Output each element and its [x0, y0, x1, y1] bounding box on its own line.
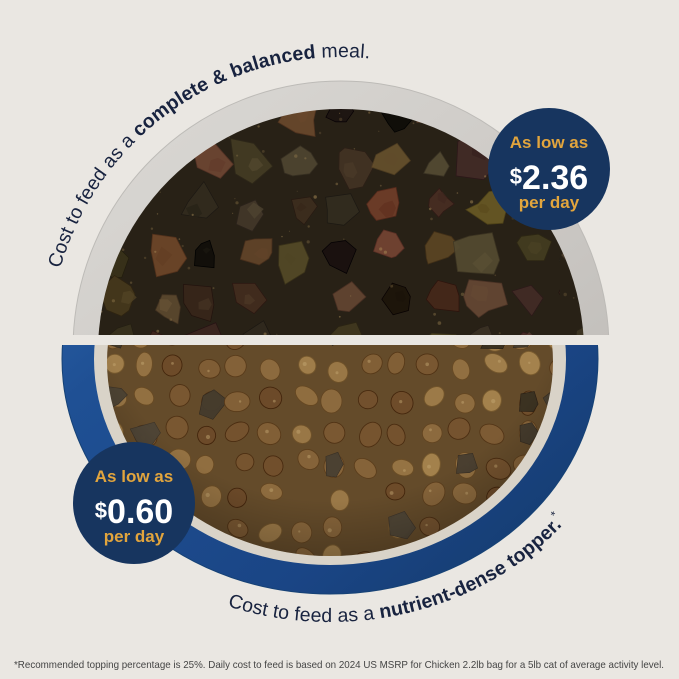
svg-text:As low as: As low as: [95, 467, 173, 486]
svg-text:$2.36: $2.36: [510, 159, 588, 197]
svg-text:per day: per day: [519, 193, 580, 212]
svg-text:per day: per day: [104, 527, 165, 546]
svg-text:$0.60: $0.60: [95, 493, 173, 531]
svg-text:As low as: As low as: [510, 133, 588, 152]
svg-text:*Recommended topping percentag: *Recommended topping percentage is 25%. …: [14, 660, 664, 671]
